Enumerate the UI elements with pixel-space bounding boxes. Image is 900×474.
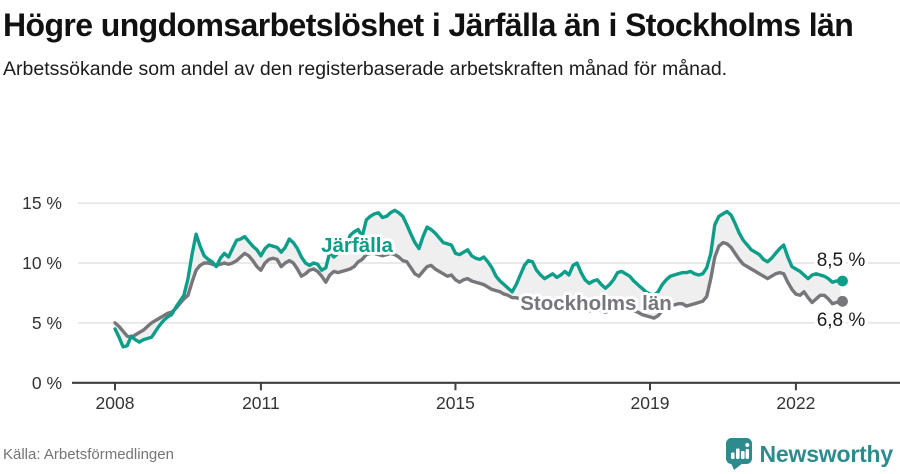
- series-label-stockholm: Stockholms län: [520, 292, 672, 315]
- newsworthy-icon: [725, 438, 752, 470]
- page-title: Högre ungdomsarbetslöshet i Järfälla än …: [3, 7, 854, 43]
- y-tick-label: 15 %: [22, 193, 62, 213]
- series-end-dot: [837, 275, 848, 287]
- end-label-stockholm: 6,8 %: [817, 310, 866, 331]
- x-tick-label: 2019: [631, 393, 670, 413]
- source-note: Källa: Arbetsförmedlingen: [3, 446, 174, 463]
- brand-logo: Newsworthy: [725, 437, 893, 471]
- page-subtitle: Arbetssökande som andel av den registerb…: [3, 58, 728, 81]
- series-label-jarfalla: Järfälla: [321, 234, 393, 257]
- brand-wordmark: Newsworthy: [759, 440, 894, 467]
- end-label-jarfalla: 8,5 %: [817, 250, 866, 271]
- series-gap-band: [115, 210, 841, 347]
- x-tick-label: 2015: [436, 393, 475, 413]
- y-tick-label: 5 %: [32, 313, 62, 333]
- x-tick-label: 2008: [96, 393, 135, 413]
- series-end-dot: [837, 295, 848, 307]
- chart-header: Högre ungdomsarbetslöshet i Järfälla än …: [3, 4, 863, 84]
- x-tick-label: 2022: [776, 393, 815, 413]
- series-line-stockholm: [113, 240, 843, 339]
- y-tick-label: 10 %: [22, 253, 62, 273]
- series-line-jarfalla: [113, 208, 843, 349]
- y-tick-label: 0 %: [32, 373, 62, 393]
- x-tick-label: 2011: [242, 393, 280, 413]
